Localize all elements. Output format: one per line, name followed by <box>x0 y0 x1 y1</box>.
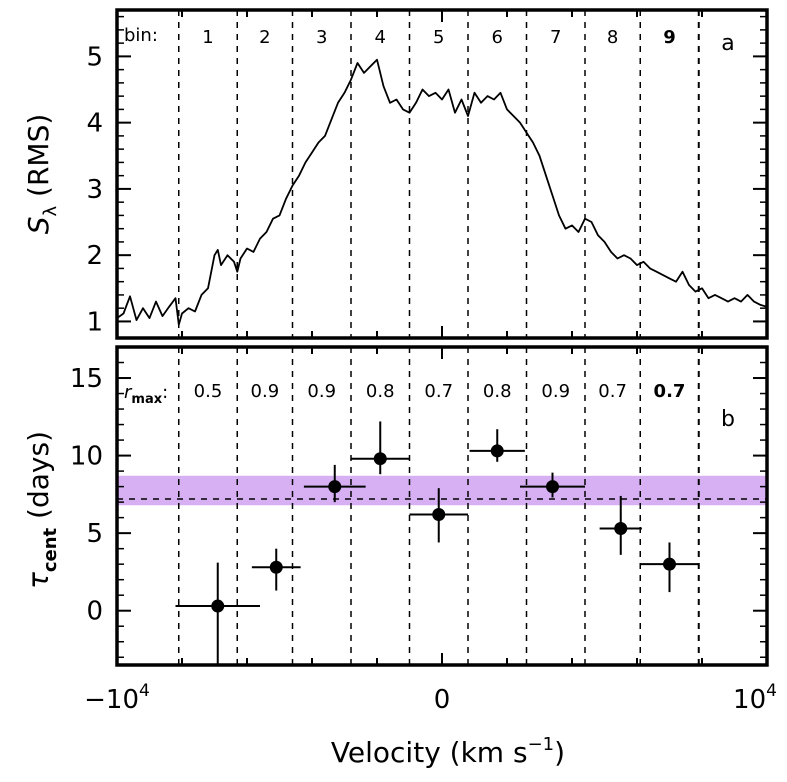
x-tick-label-base: 10 <box>733 685 766 715</box>
data-point <box>490 444 504 458</box>
rmax-title: rmax: <box>124 382 168 407</box>
panel-b: rmax: 0.5 0.9 0.9 0.8 0.7 0.8 0.9 0.7 0.7 b 0 5 10 15 τ… <box>22 345 769 667</box>
panel-a-frame <box>115 8 769 340</box>
y-tick-label: 0 <box>86 597 103 627</box>
x-tick-label-exponent: 4 <box>766 681 777 701</box>
bin-label: 3 <box>316 27 327 48</box>
mean-lag-band <box>117 475 767 506</box>
y-tick-label: 2 <box>86 241 103 271</box>
rmax-value: 0.9 <box>307 381 336 402</box>
x-tick-label-base: 0 <box>434 685 451 715</box>
y-axis-title-b: τcent (days) <box>22 431 61 589</box>
bins-title: bin: <box>124 25 158 46</box>
rmax-value: 0.8 <box>483 381 512 402</box>
data-point <box>373 452 387 466</box>
panel-a: bin: 1 2 3 4 5 6 7 8 9 a 1 2 3 4 5 Sλ (RMS) <box>22 8 769 340</box>
x-tick-label: 0 <box>434 685 451 715</box>
y-tick-label: 4 <box>86 109 103 139</box>
data-point <box>269 560 283 574</box>
x-tick-label-base: −10 <box>84 685 139 715</box>
x-tick-label: −104 <box>84 681 150 715</box>
bin-label: 2 <box>259 27 270 48</box>
x-tick-label: 104 <box>733 681 777 715</box>
y-axis-title-symbol: S <box>22 217 55 235</box>
bin-label: 8 <box>607 27 618 48</box>
x-axis-title-superscript: −1 <box>528 734 555 755</box>
y-tick-label: 10 <box>70 442 103 472</box>
x-axis-title-suffix: ) <box>554 736 565 769</box>
rmax-title-symbol: r <box>124 382 133 403</box>
bin-label: 5 <box>433 27 444 48</box>
data-point <box>614 521 628 535</box>
y-tick-label: 5 <box>86 519 103 549</box>
rmax-value: 0.7 <box>598 381 627 402</box>
panel-label-b: b <box>721 407 735 432</box>
data-point <box>328 480 342 494</box>
data-point <box>432 508 446 522</box>
y-axis-title-symbol: τ <box>22 572 55 589</box>
panel-b-frame <box>115 345 769 667</box>
data-point <box>546 480 559 494</box>
y-axis-title-subscript: cent <box>40 527 61 572</box>
rmax-value: 0.5 <box>194 381 223 402</box>
data-point <box>663 557 676 571</box>
y-tick-label: 3 <box>86 175 103 205</box>
rmax-value: 0.7 <box>424 381 453 402</box>
rmax-value: 0.7 <box>654 381 686 402</box>
bin-label: 7 <box>550 27 561 48</box>
panel-label-a: a <box>721 31 734 56</box>
rmax-value: 0.8 <box>366 381 395 402</box>
x-axis-title-main: Velocity (km s <box>331 736 528 769</box>
rmax-title-subscript: max <box>131 392 162 407</box>
bin-label: 1 <box>202 27 213 48</box>
data-point <box>211 599 225 613</box>
rmax-value: 0.9 <box>541 381 570 402</box>
y-axis-title-a: Sλ (RMS) <box>22 114 61 235</box>
y-axis-title-suffix: (days) <box>22 431 55 528</box>
y-tick-label: 15 <box>70 364 103 394</box>
bin-label: 4 <box>375 27 386 48</box>
y-axis-title-subscript: λ <box>40 206 61 217</box>
x-tick-label-exponent: 4 <box>139 681 150 701</box>
y-axis-title-suffix: (RMS) <box>22 114 55 206</box>
y-tick-label: 1 <box>86 307 103 337</box>
bin-label: 6 <box>492 27 503 48</box>
bin-label: 9 <box>663 27 676 48</box>
x-axis-title: Velocity (km s−1) <box>331 734 565 769</box>
rmax-value: 0.9 <box>251 381 280 402</box>
y-tick-label: 5 <box>86 42 103 72</box>
rmax-title-colon: : <box>162 382 168 403</box>
rms-spectrum-line <box>116 58 768 326</box>
